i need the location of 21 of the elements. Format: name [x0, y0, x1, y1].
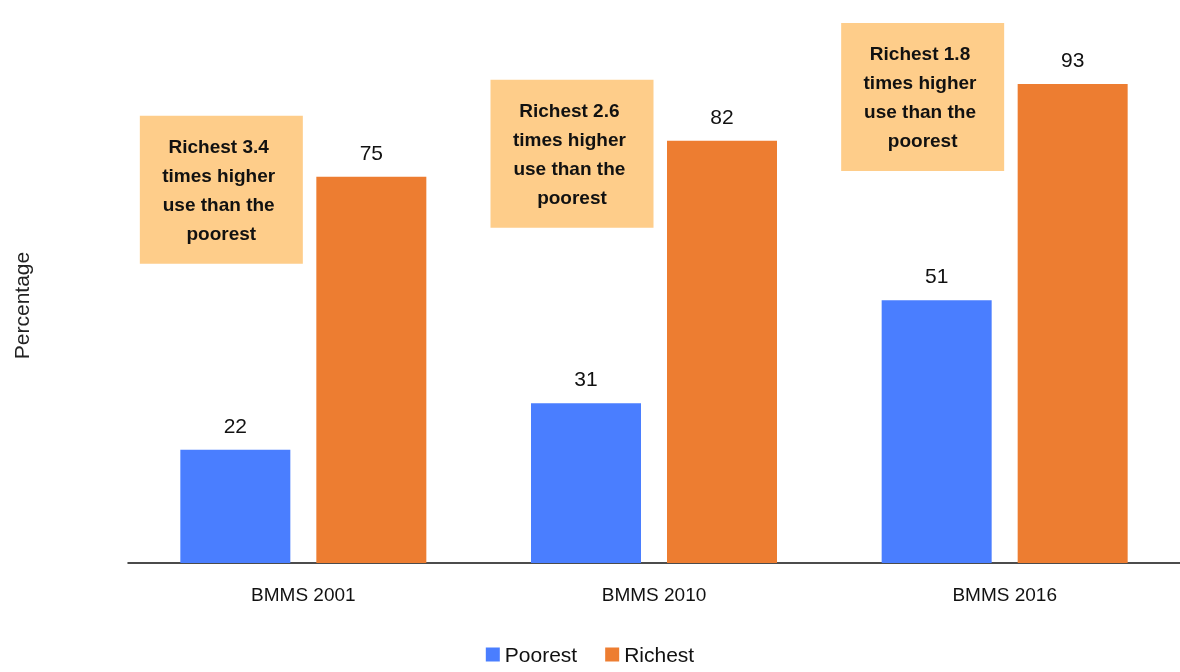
data-label: 75 [359, 140, 384, 164]
data-label: 22 [223, 413, 248, 437]
bar [316, 176, 427, 563]
x-tick-label: BMMS 2016 [952, 584, 1057, 605]
bar [531, 403, 641, 563]
data-label: 93 [1060, 48, 1085, 72]
x-tick-label: BMMS 2010 [601, 584, 707, 605]
data-label: 82 [710, 104, 734, 128]
y-axis-title: Percentage [10, 251, 33, 360]
legend-label: Poorest [504, 643, 578, 666]
bar [1017, 84, 1128, 563]
bar [180, 449, 291, 563]
annotation: Richest 1.8 times higher use than the poorest [863, 43, 982, 152]
bar [667, 140, 777, 563]
x-tick-label: BMMS 2001 [251, 584, 356, 605]
data-label: 31 [574, 367, 598, 391]
annotation: Richest 3.4 times higher use than the poorest [162, 135, 281, 244]
bar [881, 300, 992, 563]
legend-label: Richest [624, 643, 695, 666]
annotation: Richest 2.6 times higher use than the poorest [512, 99, 632, 208]
data-label: 51 [924, 264, 949, 288]
